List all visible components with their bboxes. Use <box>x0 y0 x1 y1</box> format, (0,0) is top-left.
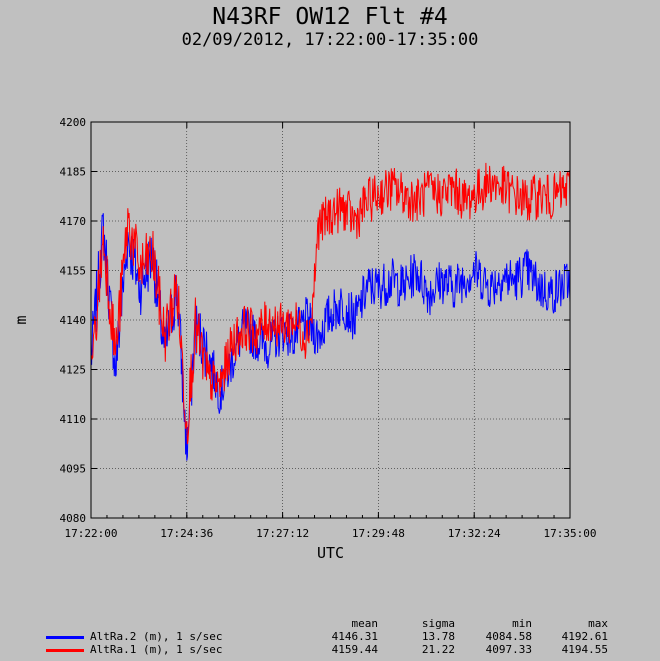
stat-max: 4194.55 <box>561 643 608 656</box>
legend-swatch-blue <box>46 636 84 639</box>
legend-label: AltRa.1 (m), 1 s/sec <box>90 643 223 656</box>
stats-header-min: min <box>512 617 532 630</box>
y-tick-label: 4185 <box>60 166 87 179</box>
y-tick-label: 4155 <box>60 265 87 278</box>
y-tick-label: 4170 <box>60 215 87 228</box>
stat-min: 4097.33 <box>485 643 532 656</box>
chart-title: N43RF OW12 Flt #4 <box>212 4 448 30</box>
y-tick-label: 4080 <box>60 512 87 525</box>
chart-subtitle: 02/09/2012, 17:22:00-17:35:00 <box>181 30 479 50</box>
stat-mean: 4146.31 <box>331 630 378 643</box>
series-line-altra1 <box>90 162 571 445</box>
x-tick-label: 17:29:48 <box>352 527 405 540</box>
legend-swatch-red <box>46 649 84 652</box>
y-tick-label: 4110 <box>60 413 87 426</box>
stat-sigma: 21.22 <box>421 643 455 656</box>
y-tick-label: 4095 <box>60 463 87 476</box>
y-tick-label: 4125 <box>60 364 87 377</box>
altitude-chart: 4080 4095 4110 4125 4140 4155 4170 4185 4200 17:2… <box>12 116 597 562</box>
stats-header-mean: mean <box>351 617 379 630</box>
x-axis-label: UTC <box>317 544 344 562</box>
x-tick-label: 17:27:12 <box>256 527 309 540</box>
x-tick-label: 17:24:36 <box>160 527 213 540</box>
x-tick-label: 17:22:00 <box>65 527 118 540</box>
stat-sigma: 13.78 <box>421 630 455 643</box>
y-tick-label: 4200 <box>60 116 87 129</box>
x-tick-label: 17:35:00 <box>544 527 597 540</box>
y-tick-label: 4140 <box>60 314 87 327</box>
legend-label: AltRa.2 (m), 1 s/sec <box>90 630 223 643</box>
stats-header-sigma: sigma <box>421 617 455 630</box>
x-tick-label: 17:32:24 <box>448 527 501 540</box>
stat-mean: 4159.44 <box>331 643 378 656</box>
stat-max: 4192.61 <box>561 630 608 643</box>
stat-min: 4084.58 <box>485 630 532 643</box>
y-axis-label: m <box>12 315 30 324</box>
stats-header-max: max <box>588 617 608 630</box>
